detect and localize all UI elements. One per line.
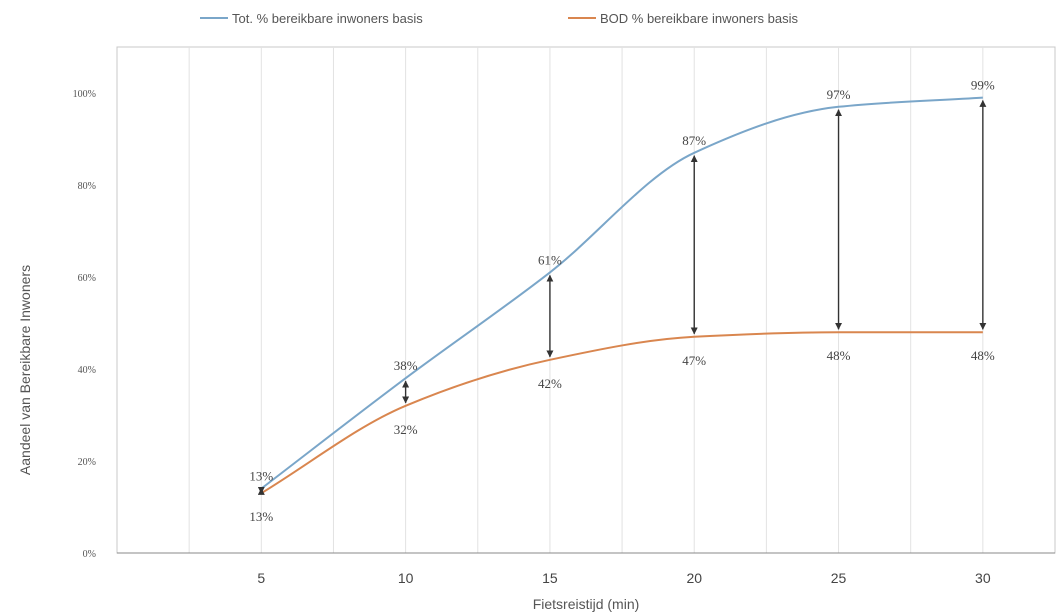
data-label-tot: 87% — [682, 133, 706, 148]
y-tick-label: 100% — [73, 89, 96, 100]
y-tick-label: 40% — [78, 365, 96, 376]
data-label-bod: 32% — [394, 422, 418, 437]
legend-entry-bod: BOD % bereikbare inwoners basis — [568, 11, 798, 26]
data-label-bod: 48% — [971, 348, 995, 363]
x-tick-label: 15 — [542, 570, 558, 586]
x-tick-label: 10 — [398, 570, 414, 586]
y-tick-label: 60% — [78, 273, 96, 284]
series-line-tot — [260, 96, 983, 490]
x-tick-label: 25 — [831, 570, 847, 586]
data-labels: 13% 13% 38% 32% 61% 42% 87% 47% 97% 48% 99% 48% — [249, 78, 995, 525]
data-label-tot: 61% — [538, 252, 562, 267]
x-axis-title: Fietsreistijd (min) — [533, 596, 640, 612]
data-label-tot: 13% — [249, 469, 273, 484]
grid — [188, 47, 984, 553]
data-label-bod: 48% — [827, 348, 851, 363]
data-label-bod: 47% — [682, 353, 706, 368]
y-axis-title: Aandeel van Bereikbare Inwoners — [17, 265, 33, 475]
y-tick-label: 20% — [78, 457, 96, 468]
legend: Tot. % bereikbare inwoners basis BOD % b… — [200, 11, 798, 26]
data-label-bod: 42% — [538, 376, 562, 391]
y-axis-ticks: 0% 20% 40% 60% 80% 100% — [73, 89, 96, 560]
y-tick-label: 80% — [78, 181, 96, 192]
y-tick-label: 0% — [83, 549, 96, 560]
legend-label-bod: BOD % bereikbare inwoners basis — [600, 11, 798, 26]
x-tick-label: 30 — [975, 570, 991, 586]
data-label-tot: 99% — [971, 78, 995, 93]
series-line-bod — [260, 331, 983, 495]
data-label-tot: 38% — [394, 358, 418, 373]
data-label-bod: 13% — [249, 509, 273, 524]
x-axis-ticks: 5 10 15 20 25 30 — [257, 570, 990, 586]
series-lines — [260, 96, 983, 495]
difference-arrows — [257, 99, 987, 495]
data-label-tot: 97% — [827, 87, 851, 102]
legend-entry-tot: Tot. % bereikbare inwoners basis — [200, 11, 423, 26]
x-tick-label: 5 — [257, 570, 265, 586]
legend-label-tot: Tot. % bereikbare inwoners basis — [232, 11, 423, 26]
x-tick-label: 20 — [686, 570, 702, 586]
